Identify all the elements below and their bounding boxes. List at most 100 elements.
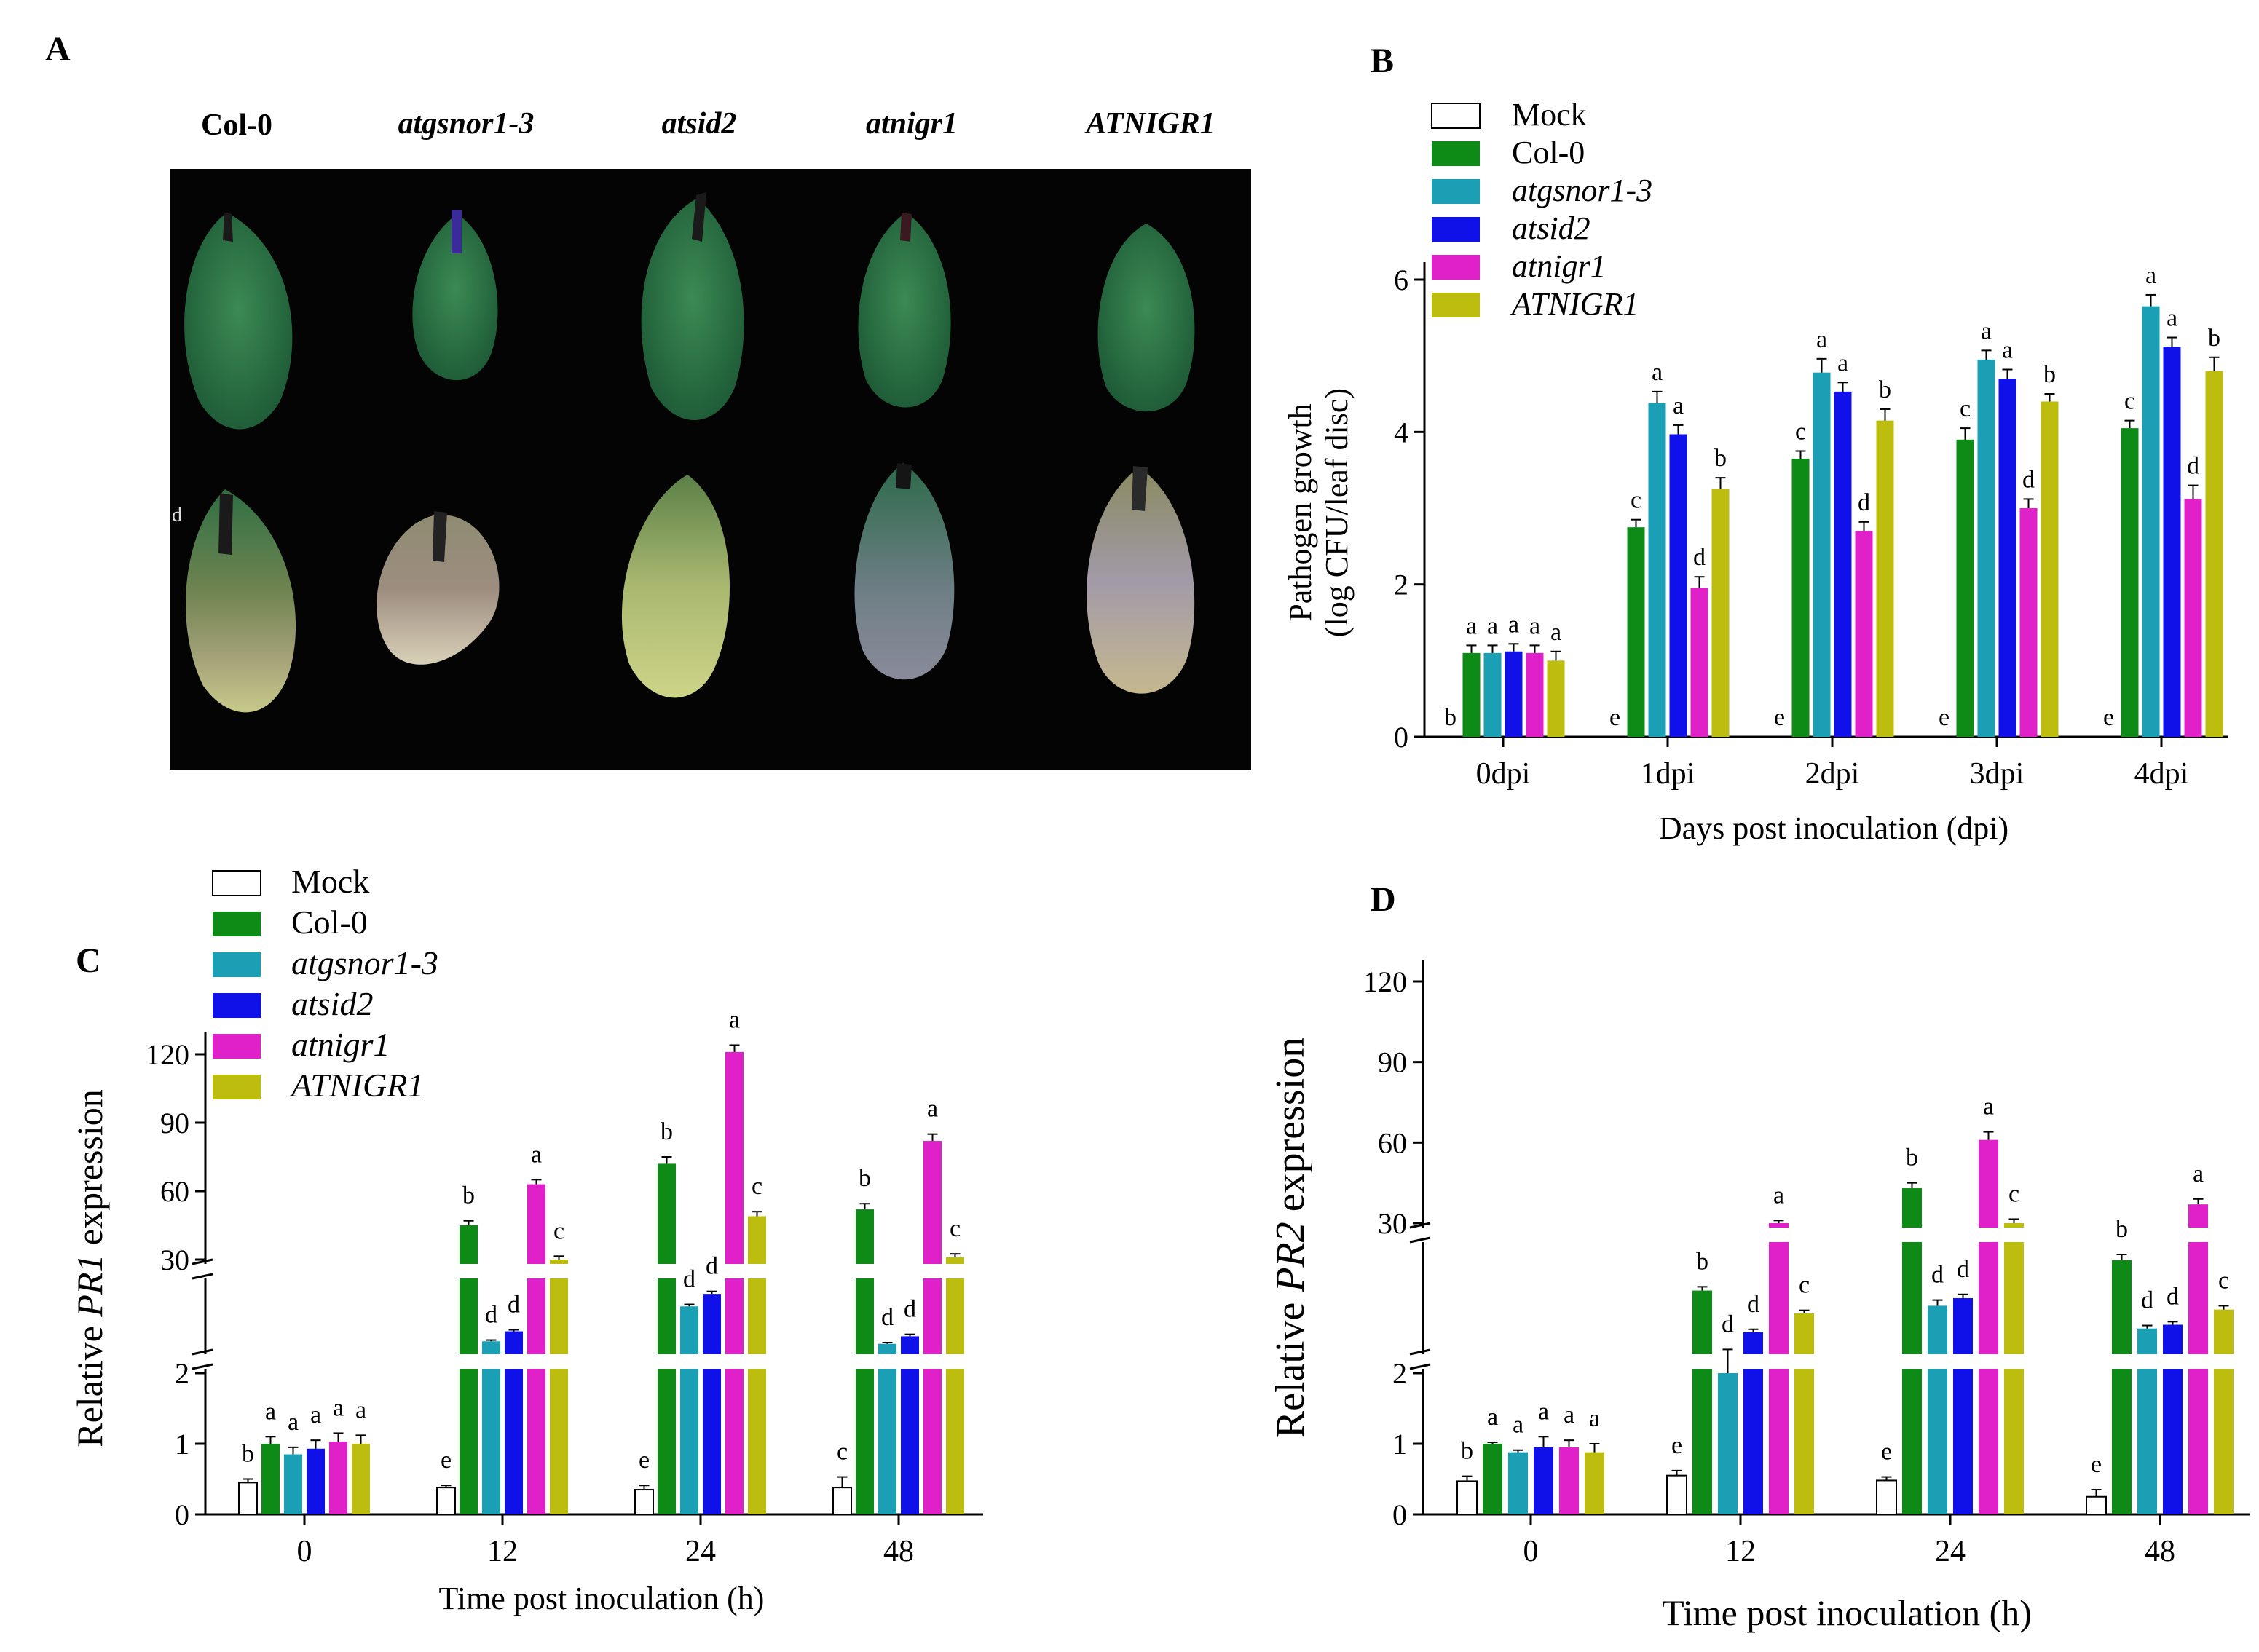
significance-letter-C: a (355, 1396, 366, 1423)
significance-letter-b: a (2167, 305, 2177, 332)
leaf-atgsnor-mock (412, 214, 498, 381)
significance-letter-b: e (1609, 704, 1620, 731)
bar-atgsnor1-3-C-0 (284, 1454, 302, 1514)
significance-letter-b: a (2145, 262, 2156, 289)
genotype-label-atgsnor1-3: atgsnor1-3 (398, 107, 535, 141)
legend-label-col-0: Col-0 (1512, 135, 1585, 170)
bar-atnigr1-0dpi (1526, 652, 1544, 737)
bar-break-gap-D (1768, 1228, 1789, 1242)
significance-letter-D: a (1564, 1402, 1574, 1428)
y-axis-label-part-D: expression (1268, 1038, 1313, 1222)
y-axis-label-b: Pathogen growth (log CFU/leaf disc) (1282, 388, 1355, 637)
x-tick-label-D: 12 (1725, 1535, 1756, 1568)
bar-break-gap-C (527, 1354, 546, 1369)
bar-break-gap-C (657, 1354, 677, 1369)
bar-atnigr1-1dpi (1711, 489, 1730, 737)
bar-col-0-D-0 (1483, 1444, 1502, 1514)
significance-letter-b: c (1795, 419, 1806, 446)
significance-letter-b: a (1652, 359, 1663, 386)
leaf-ATNIGR1-infected (1087, 467, 1195, 694)
bar-atsid2-4dpi (2163, 347, 2181, 737)
legend-swatch-atnigr1 (1432, 293, 1480, 317)
significance-letter-D: b (1906, 1145, 1918, 1171)
significance-letter-C: d (485, 1302, 497, 1329)
bar-break-gap-C (702, 1354, 722, 1369)
significance-letter-b: a (1466, 612, 1477, 639)
significance-letter-C: b (242, 1441, 254, 1468)
bar-atnigr1-C-48 (946, 1257, 964, 1514)
significance-letter-D: e (2091, 1451, 2102, 1478)
bar-break-gap-D (1901, 1228, 1923, 1242)
y-axis-label-part-D: Relative (1268, 1292, 1313, 1439)
y-tick-label-C: 30 (160, 1244, 189, 1276)
bar-atnigr1-D-48 (2214, 1309, 2234, 1514)
bar-mock-D-12 (1666, 1474, 1687, 1516)
bar-atnigr1-0dpi (1547, 660, 1565, 737)
significance-letter-D: a (1589, 1405, 1600, 1432)
bar-break-gap-D (1768, 1354, 1789, 1369)
bar-col-0-D-24 (1902, 1188, 1922, 1514)
bar-atgsnor1-3-0dpi (1483, 652, 1502, 737)
bar-break-gap-C (459, 1264, 478, 1278)
bar-break-gap-C (504, 1354, 524, 1369)
significance-letter-b: c (1631, 487, 1641, 514)
bar-break-gap-C (481, 1354, 501, 1369)
significance-letter-D: d (1722, 1311, 1734, 1337)
significance-letter-b: b (1879, 376, 1891, 403)
bar-atgsnor1-3-D-0 (1508, 1452, 1528, 1514)
bar-atnigr1-C-12 (550, 1260, 568, 1514)
y-axis-label-part-C: PR1 (69, 1254, 110, 1318)
axis-break-mark-C (192, 1363, 213, 1370)
significance-letter-D: a (1983, 1094, 1994, 1121)
significance-letter-b: a (1487, 612, 1498, 639)
bar-atgsnor1-3-C-48 (878, 1343, 896, 1514)
bar-break-gap-D (1927, 1354, 1948, 1369)
legend-label-atnigr1: ATNIGR1 (1510, 286, 1639, 322)
leaf-photograph: d (170, 169, 1251, 770)
significance-letter-b: c (2124, 388, 2135, 415)
bar-atgsnor1-3-D-12 (1718, 1373, 1738, 1514)
legend-label-atgsnor1-3: atgsnor1-3 (1512, 173, 1652, 208)
y-tick-label-b: 4 (1394, 416, 1408, 448)
significance-letter-b: d (1693, 544, 1706, 571)
significance-letter-b: a (1816, 326, 1827, 353)
legend-swatch-atsid2 (1432, 217, 1480, 242)
y-tick-label-C: 0 (175, 1498, 189, 1531)
bar-atsid2-0dpi (1505, 651, 1523, 737)
bar-mock-D-48 (2086, 1495, 2107, 1515)
legend-swatch-C-mock (212, 870, 261, 896)
bar-break-gap-C (725, 1354, 744, 1369)
y-tick-label-D: 120 (1363, 965, 1407, 998)
leaf-atsid2-mock (641, 198, 744, 420)
legend-swatch-C-atsid2 (213, 993, 261, 1018)
bar-break-gap-C (945, 1264, 965, 1278)
bar-atnigr1-4dpi (2205, 371, 2223, 737)
y-axis-label-part-C: expression (69, 1089, 110, 1254)
legend-swatch-C-col-0 (213, 912, 261, 936)
bar-atnigr1-3dpi (2019, 508, 2038, 737)
significance-letter-b: b (1444, 704, 1456, 731)
significance-letter-b: a (2002, 337, 2013, 364)
bar-atnigr1-C-48 (923, 1141, 942, 1514)
bar-break-gap-D (2213, 1354, 2234, 1369)
significance-letter-D: b (2116, 1216, 2128, 1243)
genotype-label-atsid2: atsid2 (661, 107, 737, 141)
significance-letter-C: a (265, 1398, 276, 1425)
significance-letter-D: d (1747, 1291, 1759, 1318)
y-axis-label-text-C: Relative PR1 expression (69, 1089, 110, 1447)
bar-break-gap-D (2111, 1354, 2132, 1369)
leaf-atgsnor-mock-marker (452, 210, 462, 253)
significance-letter-b: d (2187, 453, 2199, 480)
bar-atnigr1-D-12 (1794, 1313, 1814, 1514)
significance-letter-D: c (1799, 1272, 1810, 1299)
bar-col-0-0dpi (1462, 652, 1481, 737)
significance-letter-C: a (288, 1409, 299, 1436)
bar-atnigr1-2dpi (1855, 531, 1873, 737)
significance-letter-D: b (1696, 1248, 1708, 1275)
significance-letter-D: d (2141, 1287, 2153, 1314)
legend-label-atnigr1: atnigr1 (1512, 248, 1606, 284)
bar-break-gap-D (1978, 1228, 1999, 1242)
bar-break-gap-D (1952, 1354, 1974, 1369)
bar-mock-C-48 (832, 1487, 852, 1516)
y-tick-label-D: 0 (1392, 1498, 1407, 1531)
